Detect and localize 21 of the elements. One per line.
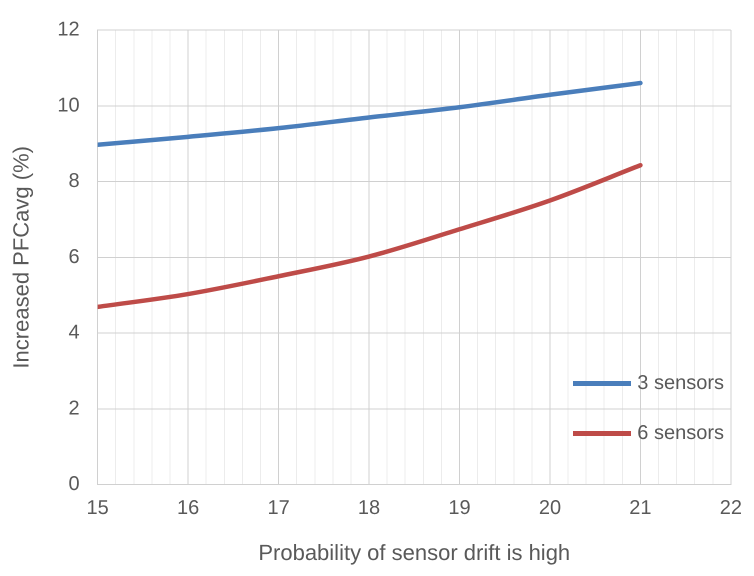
y-tick-label: 12: [57, 18, 80, 41]
x-tick-label: 21: [629, 497, 652, 520]
y-tick-label: 8: [68, 170, 80, 192]
legend-label: 3 sensors: [637, 372, 724, 394]
x-tick-label: 18: [358, 497, 380, 520]
line-series: [98, 80, 643, 148]
x-axis-title: Probability of sensor drift is high: [258, 540, 570, 565]
line-series: [98, 162, 643, 310]
y-tick-label: 4: [68, 322, 80, 344]
y-tick-label: 10: [57, 94, 80, 116]
y-tick-label: 2: [68, 397, 80, 420]
x-tick-label: 22: [720, 497, 742, 520]
legend-label: 6 sensors: [637, 422, 724, 444]
x-tick-label: 17: [267, 497, 290, 520]
x-tick-label: 15: [86, 497, 109, 520]
y-tick-label: 0: [68, 473, 80, 496]
x-tick-label: 16: [176, 497, 200, 520]
x-tick-label: 19: [448, 497, 471, 520]
x-tick-label: 20: [538, 497, 562, 520]
y-tick-label: 6: [68, 246, 80, 268]
y-axis-title: Increased PFCavg (%): [8, 146, 34, 369]
